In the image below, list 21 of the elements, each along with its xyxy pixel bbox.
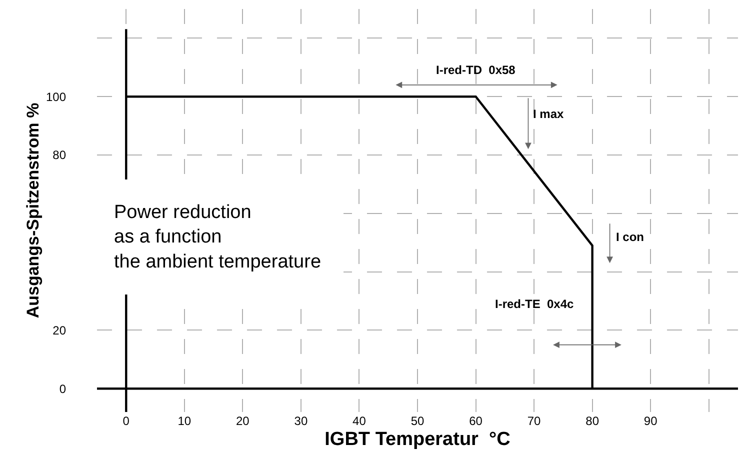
y-tick-label: 20	[52, 323, 66, 338]
annotation: I max	[533, 107, 564, 121]
y-axis-title: Ausgangs-Spitzenstrom %	[24, 102, 43, 318]
y-tick-label: 100	[46, 90, 66, 104]
annotation: I con	[616, 230, 644, 244]
annotation: I-red-TD 0x58	[436, 63, 516, 77]
x-tick-label: 50	[410, 414, 424, 428]
x-tick-label: 90	[644, 414, 658, 428]
x-tick-label: 10	[178, 414, 192, 428]
x-tick-label: 20	[236, 414, 250, 428]
x-tick-label: 40	[352, 414, 366, 428]
x-tick-label: 30	[294, 414, 308, 428]
x-tick-label: 60	[469, 414, 483, 428]
y-tick-label: 0	[59, 382, 66, 396]
annotation: I-red-TE 0x4c	[495, 297, 574, 311]
x-tick-label: 80	[586, 414, 600, 428]
x-tick-label: 70	[527, 414, 542, 428]
x-tick-label: 0	[122, 414, 130, 428]
y-tick-label: 80	[52, 148, 66, 162]
x-axis-title: IGBT Temperatur °C	[324, 428, 511, 450]
annotation: Power reduction as a function the ambient temperature	[114, 202, 322, 272]
